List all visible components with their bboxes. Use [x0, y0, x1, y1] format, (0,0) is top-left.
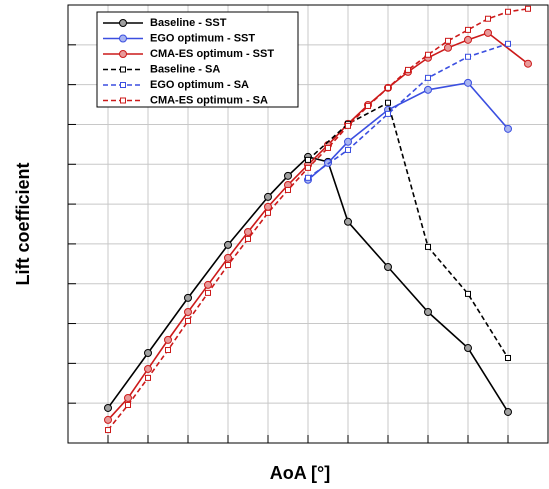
- marker: [504, 407, 512, 416]
- marker: [464, 78, 472, 87]
- marker: [144, 349, 152, 358]
- marker: [424, 85, 432, 94]
- marker: [345, 146, 351, 153]
- marker: [104, 403, 112, 412]
- legend-marker: [120, 66, 126, 73]
- marker: [244, 227, 252, 236]
- legend-marker: [119, 34, 127, 43]
- y-axis-label: Lift coefficient: [13, 162, 33, 285]
- marker: [405, 66, 411, 73]
- marker: [365, 102, 371, 109]
- marker: [444, 43, 452, 52]
- legend-marker: [119, 19, 127, 27]
- marker: [305, 174, 311, 181]
- marker: [224, 240, 232, 249]
- legend-label: Baseline - SA: [150, 63, 220, 75]
- marker: [385, 84, 391, 91]
- legend-label: Baseline - SST: [150, 17, 227, 29]
- marker: [465, 53, 471, 60]
- marker: [245, 235, 251, 242]
- x-axis-label: AoA [°]: [270, 463, 331, 483]
- series-line: [307, 43, 509, 179]
- marker: [484, 28, 492, 37]
- marker: [344, 137, 352, 146]
- plot-frame: [67, 4, 549, 444]
- marker: [285, 186, 291, 193]
- marker: [524, 59, 532, 68]
- marker: [505, 40, 511, 47]
- marker: [505, 354, 511, 361]
- marker: [305, 164, 311, 171]
- marker: [504, 124, 512, 133]
- marker: [184, 293, 192, 302]
- marker: [164, 335, 172, 344]
- marker: [425, 51, 431, 58]
- marker: [104, 415, 112, 424]
- marker: [505, 8, 511, 15]
- marker: [345, 122, 351, 129]
- marker: [124, 394, 132, 403]
- marker: [425, 243, 431, 250]
- marker: [145, 374, 151, 381]
- marker: [264, 192, 272, 201]
- marker: [105, 427, 111, 434]
- marker: [464, 344, 472, 353]
- marker: [144, 364, 152, 373]
- legend-marker: [120, 82, 126, 88]
- legend-label: EGO optimum - SA: [150, 79, 249, 91]
- marker: [325, 144, 331, 151]
- marker: [344, 217, 352, 226]
- marker: [464, 35, 472, 44]
- marker: [445, 37, 451, 44]
- marker: [465, 26, 471, 33]
- marker: [165, 347, 171, 354]
- marker: [525, 5, 531, 12]
- marker: [205, 289, 211, 296]
- legend-marker: [120, 97, 126, 104]
- marker: [425, 74, 431, 81]
- legend-marker: [119, 50, 127, 58]
- marker: [185, 317, 191, 324]
- legend-label: CMA-ES optimum - SST: [150, 48, 274, 60]
- marker: [184, 307, 192, 316]
- series-line: [307, 101, 509, 359]
- marker: [265, 209, 271, 216]
- series-line: [307, 81, 509, 181]
- legend-box: [96, 11, 299, 108]
- marker: [324, 158, 332, 167]
- marker: [385, 110, 391, 117]
- marker: [424, 307, 432, 316]
- marker: [225, 262, 231, 269]
- marker: [465, 290, 471, 297]
- marker: [305, 156, 311, 163]
- legend-label: CMA-ES optimum - SA: [150, 94, 268, 106]
- marker: [125, 401, 131, 408]
- marker: [385, 99, 391, 106]
- marker: [204, 280, 212, 289]
- marker: [485, 15, 491, 22]
- marker: [284, 171, 292, 180]
- series-line: [107, 7, 529, 431]
- legend-label: EGO optimum - SST: [150, 32, 255, 44]
- marker: [384, 263, 392, 272]
- marker: [224, 253, 232, 262]
